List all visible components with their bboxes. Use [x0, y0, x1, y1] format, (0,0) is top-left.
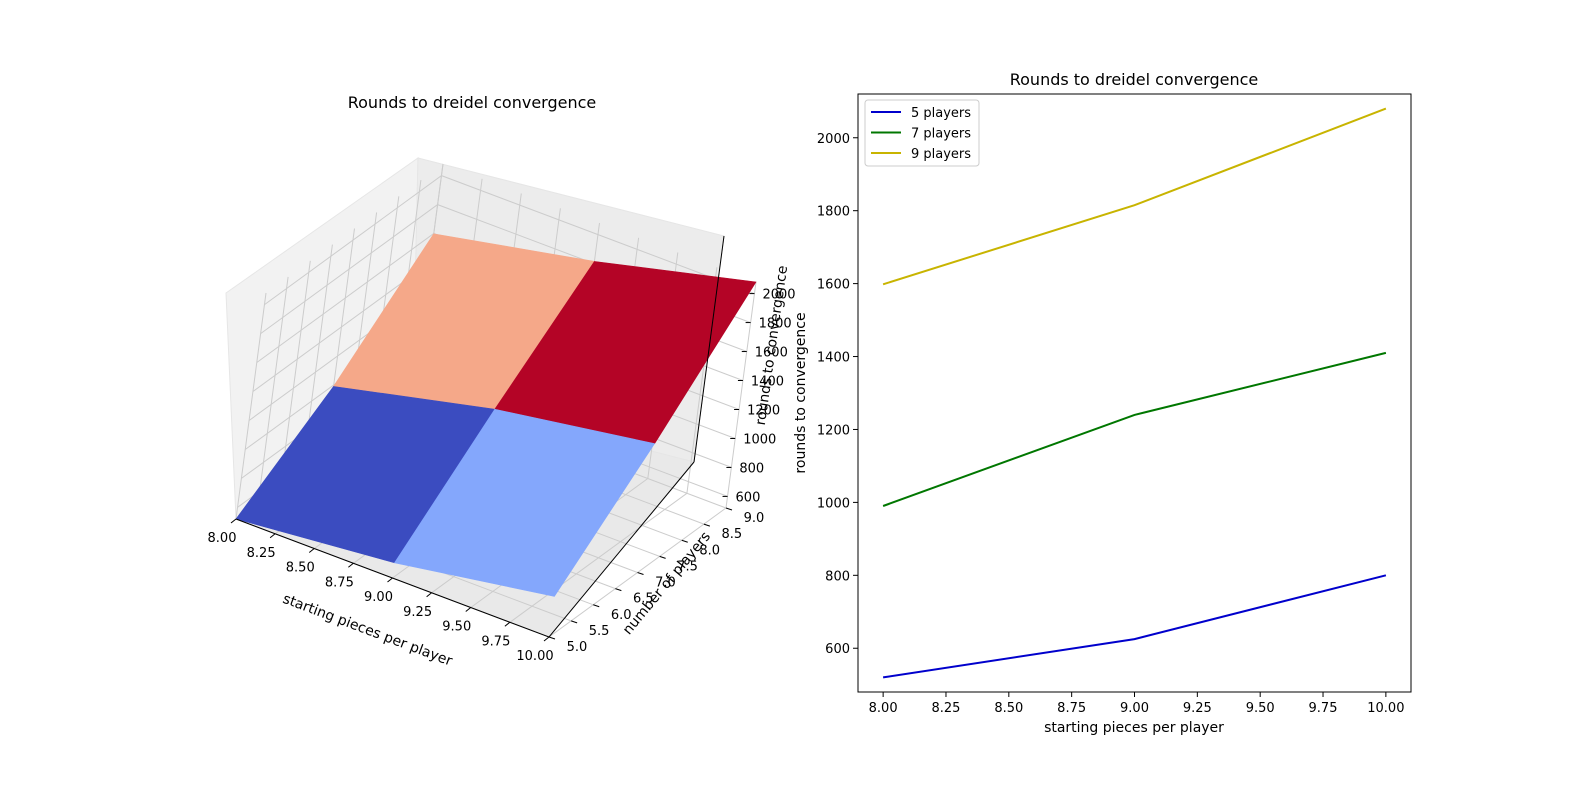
- y-tick-label: 6.0: [611, 608, 632, 623]
- line-y-axis-label: rounds to convergence: [793, 312, 809, 473]
- y-tick-label: 6.5: [633, 592, 654, 607]
- legend: 5 players 7 players 9 players: [864, 99, 980, 167]
- surface-patches: [235, 233, 757, 597]
- z-tick-label: 1400: [751, 375, 784, 390]
- y-tick-label: 1200: [817, 423, 850, 438]
- y-tick-label: 9.0: [744, 511, 765, 526]
- x-tick-label: 8.75: [1057, 701, 1086, 716]
- line-chart: Rounds to dreidel convergence 8.00 8.25 8.…: [793, 70, 1412, 736]
- y-tick-label: 1400: [817, 351, 850, 366]
- y-tick: [681, 539, 688, 543]
- line-chart-title: Rounds to dreidel convergence: [1010, 70, 1259, 89]
- x-tick-label: 8.00: [869, 701, 898, 716]
- x-tick-label: 9.00: [1120, 701, 1149, 716]
- x-tick-label: 9.50: [1246, 701, 1275, 716]
- y-tick: [593, 604, 600, 608]
- x-tick: [230, 518, 237, 524]
- y-tick-label: 1000: [817, 496, 850, 511]
- y-axis-line: [548, 461, 695, 638]
- y-tick-label: 8.5: [722, 527, 743, 542]
- z-tick-label: 2000: [762, 288, 795, 303]
- legend-label: 9 players: [911, 147, 971, 162]
- y-tick-label: 2000: [817, 132, 850, 147]
- x-tick-label: 8.50: [994, 701, 1023, 716]
- legend-box: [864, 99, 980, 167]
- x-tick-label: 8.75: [325, 575, 354, 590]
- x-tick-label: 9.50: [442, 620, 471, 635]
- x-tick-label: 9.75: [1309, 701, 1338, 716]
- plot-area: [857, 93, 1412, 693]
- y-tick: [637, 572, 644, 575]
- line-y-ticks: 600 800 1000 1200 1400 1600 1800 2000: [817, 132, 858, 657]
- y-tick: [548, 636, 556, 640]
- x-tick-label: 10.00: [1367, 701, 1404, 716]
- x-tick: [426, 592, 432, 598]
- z-axis-line: [693, 235, 725, 463]
- x-tick: [543, 636, 550, 642]
- y-tick-label: 1800: [817, 205, 850, 220]
- x-tick-label: 9.25: [1183, 701, 1212, 716]
- series-line: [882, 351, 1387, 507]
- y-tick-label: 8.0: [699, 543, 720, 558]
- y-tick-label: 600: [825, 642, 850, 657]
- y-tick-label: 5.0: [567, 640, 588, 655]
- x-tick: [465, 607, 472, 612]
- x-tick-label: 8.00: [208, 531, 237, 546]
- z-tick-label: 1600: [755, 346, 788, 361]
- y-ticks-3d: 5.05.56.06.57.07.58.08.59.0: [548, 507, 765, 655]
- legend-label: 7 players: [911, 127, 971, 142]
- y-tick-label: 1600: [817, 278, 850, 293]
- x-tick: [387, 577, 393, 583]
- z-tick-label: 1200: [747, 403, 780, 418]
- y-tick-label: 7.0: [655, 576, 676, 591]
- z-tick-label: 1800: [759, 317, 792, 332]
- legend-label: 5 players: [911, 106, 971, 121]
- y-tick: [659, 555, 666, 559]
- z-tick-label: 800: [739, 461, 764, 476]
- x-tick-label: 10.00: [516, 649, 553, 664]
- y-tick: [725, 507, 733, 511]
- surface-y-axis-label: number of players: [620, 529, 714, 638]
- z-ticks-3d: 600 800 1000 1200 1400 1600 1800 2000: [722, 288, 796, 505]
- surface-chart: Rounds to dreidel convergence 8.008.258.…: [208, 93, 796, 670]
- x-tick-label: 9.00: [364, 590, 393, 605]
- line-x-ticks: 8.00 8.25 8.50 8.75 9.00 9.25 9.50 9.75 10.00: [869, 692, 1404, 716]
- z-tick-label: 600: [736, 490, 761, 505]
- line-series: [882, 107, 1387, 679]
- x-tick-label: 8.50: [286, 561, 315, 576]
- x-tick-label: 9.25: [403, 605, 432, 620]
- x-ticks-3d: 8.00 8.25 8.50 8.75 9.00 9.25 9.50 9.75 10.00: [208, 518, 554, 664]
- series-line: [882, 107, 1387, 286]
- line-x-axis-label: starting pieces per player: [1044, 720, 1224, 736]
- x-tick-label: 8.25: [932, 701, 961, 716]
- x-tick-label: 9.75: [481, 634, 510, 649]
- surface-patch: [394, 408, 656, 597]
- x-tick-label: 8.25: [247, 546, 276, 561]
- y-tick: [703, 523, 711, 527]
- z-tick-label: 1000: [743, 432, 776, 447]
- x-tick: [348, 562, 354, 568]
- y-tick: [570, 620, 578, 624]
- x-tick: [308, 548, 315, 553]
- y-tick-label: 5.5: [589, 624, 610, 639]
- surface-title: Rounds to dreidel convergence: [348, 93, 597, 112]
- x-tick: [269, 533, 276, 539]
- y-tick-label: 7.5: [677, 559, 698, 574]
- x-tick: [504, 621, 511, 627]
- y-tick-label: 800: [825, 569, 850, 584]
- series-line: [882, 574, 1387, 679]
- y-tick: [615, 588, 622, 592]
